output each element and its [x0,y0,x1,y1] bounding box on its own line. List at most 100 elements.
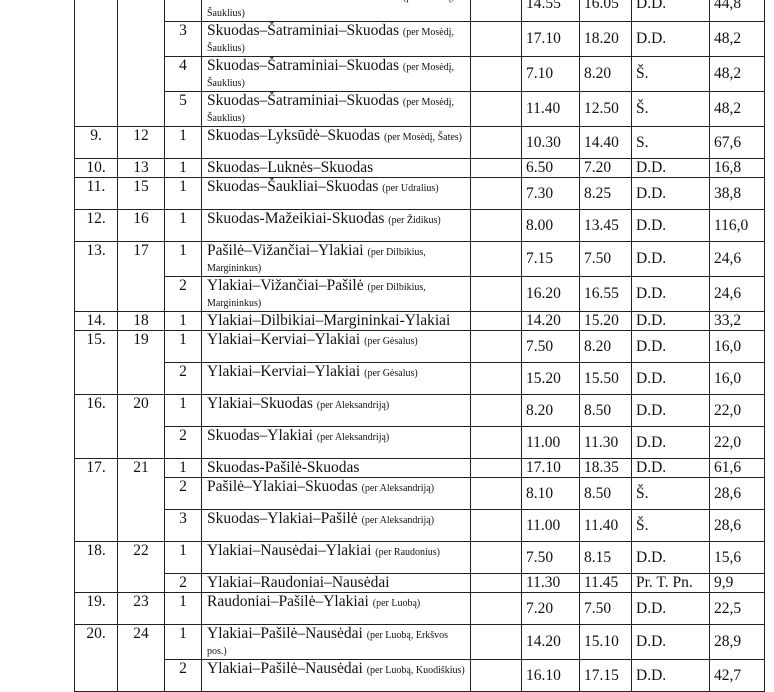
empty-cell [470,477,522,510]
route-via-note: (per Aleksandriją) [361,483,435,494]
empty-cell [470,573,522,593]
table-row: 14. 18 1 Ylakiai–Dilbikiai–Margininkai-Ylak… [74,311,765,331]
operating-days: S. [631,126,710,159]
distance-km: 22,0 [709,394,765,427]
route-name-cell: Raudoniai–Pašilė–Ylakiai (per Luobą) [201,592,471,625]
arrival-time: 18.35 [579,458,632,478]
trip-number: 2 [164,477,202,510]
operating-days: D.D. [631,0,710,22]
trip-number: 3 [164,509,202,542]
departure-time: 7.30 [521,177,580,210]
empty-cell [470,241,522,277]
distance-km: 16,8 [709,158,765,178]
arrival-time: 8.25 [579,177,632,210]
arrival-time: 8.15 [579,541,632,574]
operating-days: D.D. [631,209,710,242]
route-number: 22 [117,541,165,593]
row-number: 13. [74,241,118,312]
route-via-note: (per Mosėdį, Šates) [383,132,463,143]
departure-time: 14.20 [521,311,580,331]
route-name-cell: Skuodas–Ylakiai (per Aleksandriją) [201,426,471,459]
operating-days: Š. [631,477,710,510]
route-name: Skuodas–Šatraminiai–Skuodas [207,22,400,39]
operating-days: Š. [631,509,710,542]
departure-time: 7.50 [521,330,580,363]
departure-time: 15.20 [521,362,580,395]
row-number: 17. [74,458,118,542]
departure-time: 16.20 [521,276,580,312]
route-via-note: (per Aleksandriją) [316,400,390,411]
arrival-time: 8.20 [579,330,632,363]
route-name-cell: Skuodas–Šatraminiai–Skuodas (per Mosėdį,… [201,56,471,92]
departure-time: 8.20 [521,394,580,427]
table-row: 15. 19 1 Ylakiai–Kerviai–Ylakiai (per Gėsal… [74,330,765,395]
route-name: Skuodas-Pašilė-Skuodas [207,459,360,476]
route-name-cell: Ylakiai–Skuodas (per Aleksandriją) [201,394,471,427]
route-name: Skuodas–Šatraminiai–Skuodas [207,92,400,109]
distance-km: 22,0 [709,426,765,459]
route-name-cell: Skuodas–Šatraminiai–Skuodas (per Mosėdį,… [201,21,471,57]
route-number [117,0,165,127]
table-row: 9. 12 1 Skuodas–Lyksūdė–Skuodas (per Mosėdį… [74,126,765,159]
distance-km: 28,9 [709,624,765,660]
distance-km: 48,2 [709,91,765,127]
row-number [74,0,118,127]
route-name: Ylakiai–Vižančiai–Pašilė [207,277,364,294]
route-name: Skuodas–Ylakiai–Pašilė [207,510,358,527]
empty-cell [470,394,522,427]
distance-km: 9,9 [709,573,765,593]
route-number: 23 [117,592,165,625]
trip-number: 5 [164,91,202,127]
operating-days: D.D. [631,177,710,210]
route-name: Skuodas–Šatraminiai–Skuodas [207,57,400,74]
distance-km: 61,6 [709,458,765,478]
table-row: 5 Skuodas–Šatraminiai–Skuodas (per Mosėdį… [75,91,765,127]
trip-number: 2 [164,362,202,395]
route-via-note: (per Gėsalus) [364,336,418,347]
empty-cell [470,177,522,210]
distance-km: 28,6 [709,509,765,542]
trip-number: 1 [164,394,202,427]
route-via-note: (per Dilbikius, Margininkus) [207,247,426,274]
row-number: 16. [74,394,118,459]
route-name: Ylakiai–Kerviai–Ylakiai [207,331,361,348]
distance-km: 15,6 [709,541,765,574]
operating-days: D.D. [631,158,710,178]
empty-cell [470,624,522,660]
distance-km: 22,5 [709,592,765,625]
departure-time: 10.30 [521,126,580,159]
trip-number: 1 [164,241,202,277]
route-name: Skuodas–Lyksūdė–Skuodas [207,127,381,144]
route-name: Ylakiai–Skuodas [207,395,313,412]
route-name: Skuodas–Luknės–Skuodas [207,159,374,176]
empty-cell [470,276,522,312]
row-number: 12. [74,209,118,242]
trip-number: 3 [164,21,202,57]
route-name-cell: Ylakiai–Dilbikiai–Margininkai-Ylakiai [201,311,471,331]
route-number: 17 [117,241,165,312]
operating-days: D.D. [631,541,710,574]
row-number: 14. [74,311,118,331]
distance-km: 44,8 [709,0,765,22]
route-name: Pašilė–Ylakiai–Skuodas [207,478,358,495]
route-name-cell: Skuodas–Lyksūdė–Skuodas (per Mosėdį, Šat… [201,126,471,159]
operating-days: Š. [631,91,710,127]
empty-cell [470,311,522,331]
route-number: 24 [117,624,165,692]
empty-cell [470,330,522,363]
arrival-time: 8.20 [579,56,632,92]
table-row: 2 Ylakiai–Vižančiai–Pašilė (per Dilbikius… [75,276,765,312]
route-name-cell: Pašilė–Ylakiai–Skuodas (per Aleksandriją… [201,477,471,510]
distance-km: 16,0 [709,330,765,363]
distance-km: 16,0 [709,362,765,395]
route-via-note: (per Židikus) [388,215,441,226]
trip-number: 2 [164,426,202,459]
route-name-cell: Ylakiai–Kerviai–Ylakiai (per Gėsalus) [201,330,471,363]
distance-km: 24,6 [709,241,765,277]
departure-time: 17.10 [521,458,580,478]
empty-cell [470,91,522,127]
row-number: 9. [74,126,118,159]
route-name: Ylakiai–Dilbikiai–Margininkai-Ylakiai [207,312,451,329]
operating-days: D.D. [631,458,710,478]
